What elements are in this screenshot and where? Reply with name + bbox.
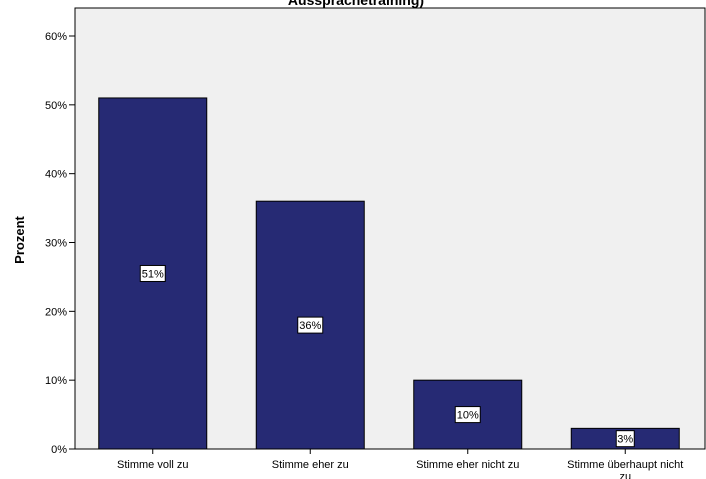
data-label-box [454,406,481,424]
category-labels-group: Stimme voll zu Stimme eher zu Stimme eher … [117,449,683,479]
data-label: 10% [457,410,479,422]
y-tick-label: 60% [45,31,67,43]
data-label: 36% [299,320,321,332]
y-tick-label: 50% [45,100,67,112]
y-axis-label: Prozent [12,215,27,263]
y-tick-label: 20% [45,306,67,318]
y-axis-ticks: 0% 10% 20% 30% 40% 50% 60% [45,31,75,456]
y-tick-label: 0% [51,444,67,456]
data-label-box [297,316,324,334]
data-label: 51% [142,268,164,280]
y-tick-label: 30% [45,238,67,250]
chart-title: Aussprachetraining) [288,0,424,8]
y-tick-label: 40% [45,169,67,181]
y-tick-label: 10% [45,375,67,387]
category-label: Stimme überhaupt nicht zu [567,459,683,479]
data-label-box [615,430,635,448]
category-label: Stimme eher nicht zu [416,459,519,471]
data-label: 3% [617,434,633,446]
category-label: Stimme eher zu [272,459,349,471]
data-labels-group: 51% 36% 10% 3% [139,264,635,448]
data-label-box [139,264,166,282]
category-label: Stimme voll zu [117,459,189,471]
